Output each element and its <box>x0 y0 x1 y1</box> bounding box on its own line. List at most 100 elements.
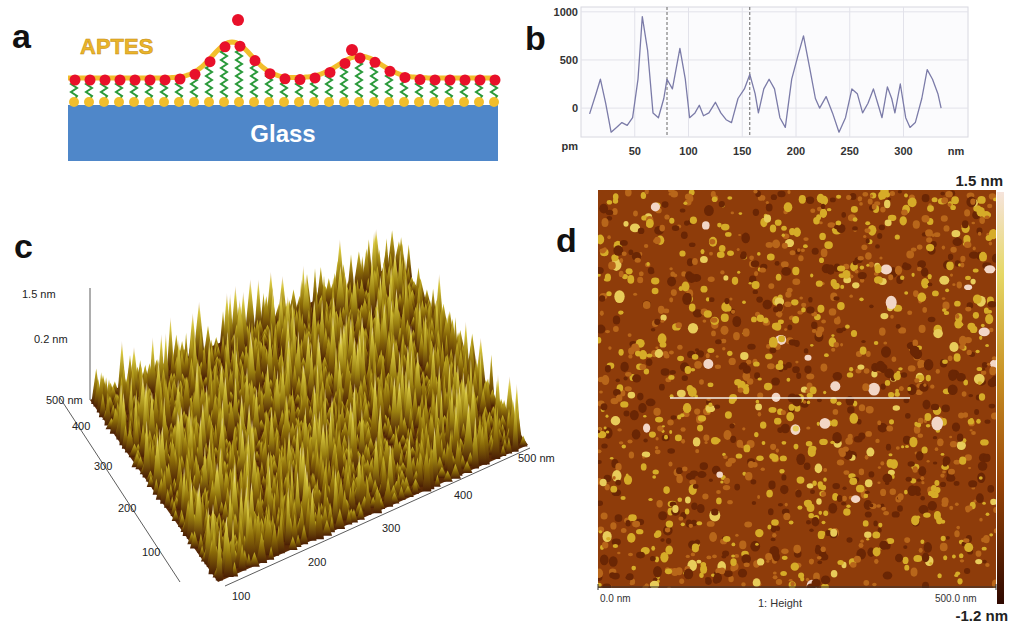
aptes-label: APTES <box>80 34 153 59</box>
molecule <box>221 48 227 100</box>
amine <box>325 67 336 78</box>
anchor <box>144 97 154 107</box>
surface-spike <box>332 468 338 523</box>
surface-spike <box>254 279 262 330</box>
anchor <box>114 97 124 107</box>
amine <box>130 74 141 85</box>
anchor <box>264 97 274 107</box>
anchor <box>129 97 139 107</box>
panel-letter: c <box>14 227 33 265</box>
schematic: Glass APTES <box>68 14 501 161</box>
surface-spike <box>463 403 474 461</box>
amine <box>160 74 171 85</box>
anchor <box>384 97 394 107</box>
glass-label: Glass <box>250 120 315 147</box>
figure: abcdGlassAPTES0500100050100150200250300p… <box>0 0 1014 627</box>
surface-spike <box>390 377 399 434</box>
x-tick-label: 150 <box>733 145 751 157</box>
molecule <box>251 60 257 100</box>
anchor <box>354 97 364 107</box>
surface-3d: 1.5 nm0.2 nm500 nm4003002001001002003004… <box>22 229 555 602</box>
amine <box>385 66 396 77</box>
amine <box>400 72 411 83</box>
amine <box>100 75 111 86</box>
amine <box>175 73 186 84</box>
surface-spike <box>373 486 382 513</box>
surface-spike <box>322 520 333 536</box>
surface-spike <box>308 488 317 540</box>
y-axis-title: pm <box>562 140 579 152</box>
amine <box>265 68 276 79</box>
molecule <box>236 48 242 100</box>
amine <box>445 74 456 85</box>
amine <box>232 14 244 26</box>
anchor <box>249 97 259 107</box>
panel-letter: a <box>12 17 32 55</box>
amine <box>85 75 96 86</box>
anchor <box>159 97 169 107</box>
amine <box>430 74 441 85</box>
surface-spike <box>512 398 519 452</box>
amine <box>460 74 471 85</box>
amine <box>415 74 426 85</box>
x-tick-label: 300 <box>894 145 912 157</box>
anchor <box>69 97 79 107</box>
amine <box>205 56 216 67</box>
grid-line <box>742 7 743 137</box>
panel-letter: b <box>525 19 546 57</box>
surface-spike <box>491 413 500 459</box>
amine <box>295 74 306 85</box>
surface-spike <box>334 508 345 529</box>
anchor <box>219 97 229 107</box>
anchor <box>429 97 439 107</box>
molecule <box>371 64 377 100</box>
panel-letter: d <box>556 221 577 259</box>
cursor <box>749 7 750 137</box>
z-axis <box>90 288 91 400</box>
surface-spike <box>350 481 356 512</box>
surface-spike <box>197 417 204 471</box>
y-tick-label: 1000 <box>554 6 578 18</box>
anchor <box>339 97 349 107</box>
anchor <box>324 97 334 107</box>
surface-base <box>90 263 528 582</box>
anchor <box>204 97 214 107</box>
x-tick-label: 50 <box>629 145 641 157</box>
anchor <box>399 97 409 107</box>
surface-spike <box>201 345 208 378</box>
amine <box>490 75 501 86</box>
amine <box>145 74 156 85</box>
grid-line <box>634 7 635 137</box>
surface-spike <box>450 464 461 479</box>
molecule <box>341 64 347 100</box>
grid-line <box>581 11 968 12</box>
anchor <box>234 97 244 107</box>
anchor <box>84 97 94 107</box>
x-tick-label: 250 <box>841 145 859 157</box>
molecule <box>356 60 362 100</box>
grid-line <box>581 108 968 109</box>
anchor <box>174 97 184 107</box>
surface-spike <box>300 525 308 545</box>
surface-spike <box>383 477 393 507</box>
amine <box>310 72 321 83</box>
profile-line <box>590 17 942 133</box>
amine <box>475 75 486 86</box>
surface-spike <box>397 486 405 500</box>
surface-spike <box>443 471 453 482</box>
grid-line <box>688 7 689 137</box>
amine <box>250 55 261 66</box>
surface-spike <box>462 461 472 473</box>
surface-spike <box>143 421 151 478</box>
surface-spike <box>372 436 381 489</box>
grid-line <box>796 7 797 137</box>
surface-spike <box>245 279 256 334</box>
surface-spike <box>471 417 479 469</box>
amine <box>340 58 351 69</box>
surface-spike <box>149 337 157 393</box>
anchor <box>99 97 109 107</box>
y-tick-label: 0 <box>572 102 578 114</box>
amine <box>346 44 358 56</box>
anchor <box>189 97 199 107</box>
amine <box>190 69 201 80</box>
